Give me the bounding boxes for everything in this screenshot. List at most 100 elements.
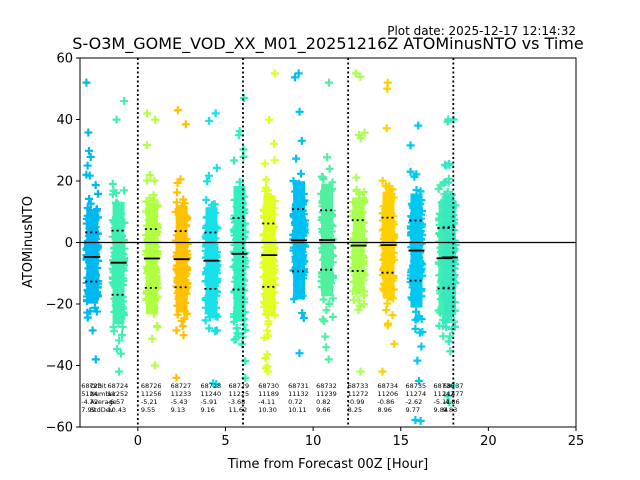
- data-point: [175, 272, 184, 281]
- stat-average-68733: -0.99: [348, 398, 365, 406]
- data-point: [145, 171, 154, 180]
- data-point: [212, 278, 221, 287]
- data-point: [348, 198, 357, 207]
- stat-stddev-68735: 9.77: [406, 406, 420, 414]
- data-point: [145, 297, 154, 306]
- data-point: [443, 117, 452, 126]
- data-point: [379, 235, 388, 244]
- data-point: [232, 304, 241, 313]
- data-point: [435, 229, 444, 238]
- data-point: [299, 314, 308, 323]
- data-point: [328, 312, 337, 321]
- data-point: [150, 361, 159, 370]
- data-point: [178, 322, 187, 331]
- orbit-series-68724: [108, 97, 129, 376]
- data-point: [291, 201, 300, 210]
- data-point: [108, 216, 117, 225]
- data-point: [151, 115, 160, 124]
- data-point: [115, 287, 124, 296]
- stat-orbit-68737: 68737: [443, 382, 464, 390]
- data-point: [183, 253, 192, 262]
- data-point: [84, 128, 93, 137]
- stat-orbit-68728: 68728: [200, 382, 221, 390]
- data-point: [141, 207, 150, 216]
- data-point: [440, 160, 449, 169]
- data-point: [354, 199, 363, 208]
- data-point: [351, 69, 360, 78]
- stat-average-68736: -5.11: [434, 398, 451, 406]
- plot-area: [79, 57, 577, 428]
- data-point: [319, 255, 328, 264]
- data-point: [110, 244, 119, 253]
- data-point: [328, 271, 337, 280]
- data-point: [388, 276, 397, 285]
- data-point: [387, 224, 396, 233]
- data-point: [355, 131, 364, 140]
- data-point: [109, 322, 118, 331]
- data-point: [152, 275, 161, 284]
- data-point: [147, 293, 156, 302]
- data-point: [406, 141, 415, 150]
- data-point: [202, 195, 211, 204]
- data-point: [119, 310, 128, 319]
- x-tick-label: 5: [221, 434, 229, 449]
- data-point: [117, 330, 126, 339]
- stat-average-68732: 0.82: [316, 398, 330, 406]
- data-point: [270, 139, 279, 148]
- data-point: [82, 78, 91, 87]
- data-point: [235, 273, 244, 282]
- data-point: [441, 178, 450, 187]
- data-point: [203, 276, 212, 285]
- data-point: [378, 209, 387, 218]
- data-point: [292, 253, 301, 262]
- stat-number-68726: 11256: [141, 390, 162, 398]
- data-point: [327, 220, 336, 229]
- data-point: [108, 180, 117, 189]
- data-point: [411, 233, 420, 242]
- data-point: [263, 271, 272, 280]
- data-point: [408, 200, 417, 209]
- data-point: [269, 269, 278, 278]
- data-point: [325, 164, 334, 173]
- data-point: [173, 310, 182, 319]
- data-point: [320, 229, 329, 238]
- data-point: [205, 324, 214, 333]
- data-point: [231, 334, 240, 343]
- data-point: [383, 78, 392, 87]
- data-point: [448, 279, 457, 288]
- stat-number-68729: 11225: [228, 390, 249, 398]
- stats-row-label: Orbit: [90, 382, 107, 390]
- data-point: [239, 93, 248, 102]
- data-point: [290, 213, 299, 222]
- data-point: [91, 355, 100, 364]
- data-point: [181, 120, 190, 129]
- stat-stddev-68728: 9.16: [200, 406, 214, 414]
- data-point: [353, 231, 362, 240]
- data-point: [412, 307, 421, 316]
- x-tick-label: 25: [568, 434, 585, 449]
- data-point: [94, 189, 103, 198]
- data-point: [382, 124, 391, 133]
- data-point: [435, 321, 444, 330]
- data-point: [147, 204, 156, 213]
- stat-average-68727: -5.43: [171, 398, 188, 406]
- data-point: [213, 312, 222, 321]
- data-point: [328, 178, 337, 187]
- data-point: [120, 97, 129, 106]
- data-point: [148, 248, 157, 257]
- data-point: [270, 196, 279, 205]
- data-point: [85, 224, 94, 233]
- data-point: [411, 245, 420, 254]
- y-axis-label: ATOMinusNTO: [21, 196, 36, 288]
- data-point: [85, 171, 94, 180]
- data-point: [417, 342, 426, 351]
- data-point: [240, 209, 249, 218]
- data-point: [294, 225, 303, 234]
- data-point: [291, 230, 300, 239]
- data-point: [324, 355, 333, 364]
- data-point: [324, 78, 333, 87]
- data-point: [181, 276, 190, 285]
- stat-stddev-68723: 7.99: [81, 406, 95, 414]
- data-point: [387, 209, 396, 218]
- data-point: [180, 249, 189, 258]
